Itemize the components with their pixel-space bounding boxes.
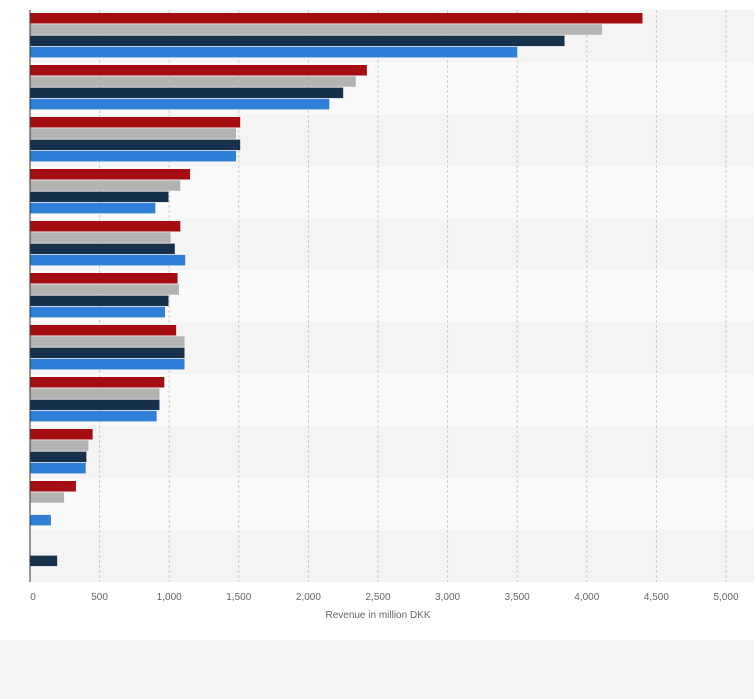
bar: [30, 388, 160, 399]
bar: [30, 150, 237, 162]
bar: [30, 35, 565, 47]
bars: [30, 13, 643, 567]
x-axis-tick-labels: 0 500 1,000 1,500 2,000 2,500 3,000 3,500 4,000 4…: [30, 592, 739, 603]
chart-card: 0 500 1,000 1,500 2,000 2,500 3,000 3,500 4,000 4…: [0, 0, 754, 640]
category-band: [30, 478, 754, 530]
bar: [30, 65, 367, 76]
x-tick-label: 4,000: [574, 592, 599, 603]
bar: [30, 429, 93, 440]
bar: [30, 98, 330, 110]
bar: [30, 202, 156, 214]
x-tick-label: 0: [30, 592, 36, 603]
x-tick-label: 1,500: [226, 592, 251, 603]
x-tick-label: 3,000: [435, 592, 460, 603]
bar: [30, 555, 58, 567]
bar-chart: 0 500 1,000 1,500 2,000 2,500 3,000 3,500 4,000 4…: [29, 10, 754, 621]
x-tick-label: 500: [91, 592, 108, 603]
bar: [30, 221, 181, 232]
bar: [30, 336, 185, 347]
bar: [30, 13, 643, 24]
x-tick-label: 5,000: [713, 592, 738, 603]
bar: [30, 180, 181, 191]
bar: [30, 24, 603, 35]
x-tick-label: 3,500: [505, 592, 530, 603]
bar: [30, 399, 160, 411]
x-tick-label: 1,000: [157, 592, 182, 603]
bar: [30, 243, 175, 255]
bar: [30, 481, 76, 492]
bar: [30, 462, 86, 474]
bar: [30, 377, 165, 388]
bar: [30, 284, 179, 295]
x-tick-label: 2,500: [365, 592, 390, 603]
x-tick-label: 4,500: [644, 592, 669, 603]
bar: [30, 358, 185, 370]
bar: [30, 492, 65, 503]
bar: [30, 76, 356, 87]
bar: [30, 273, 178, 284]
bar: [30, 325, 177, 336]
bar: [30, 451, 87, 463]
x-tick-label: 2,000: [296, 592, 321, 603]
bar: [30, 169, 191, 180]
bar: [30, 232, 171, 243]
category-band: [30, 426, 754, 478]
bar: [30, 514, 51, 526]
bar: [30, 306, 166, 318]
category-band: [30, 530, 754, 582]
bar: [30, 117, 241, 128]
bar: [30, 139, 241, 151]
bar: [30, 87, 344, 99]
bar: [30, 295, 169, 307]
x-axis-title: Revenue in million DKK: [325, 610, 430, 621]
bar: [30, 347, 185, 359]
bar: [30, 191, 169, 203]
bar: [30, 46, 518, 58]
bar: [30, 410, 157, 422]
bar: [30, 440, 89, 451]
bar: [30, 254, 186, 266]
bar: [30, 128, 237, 139]
